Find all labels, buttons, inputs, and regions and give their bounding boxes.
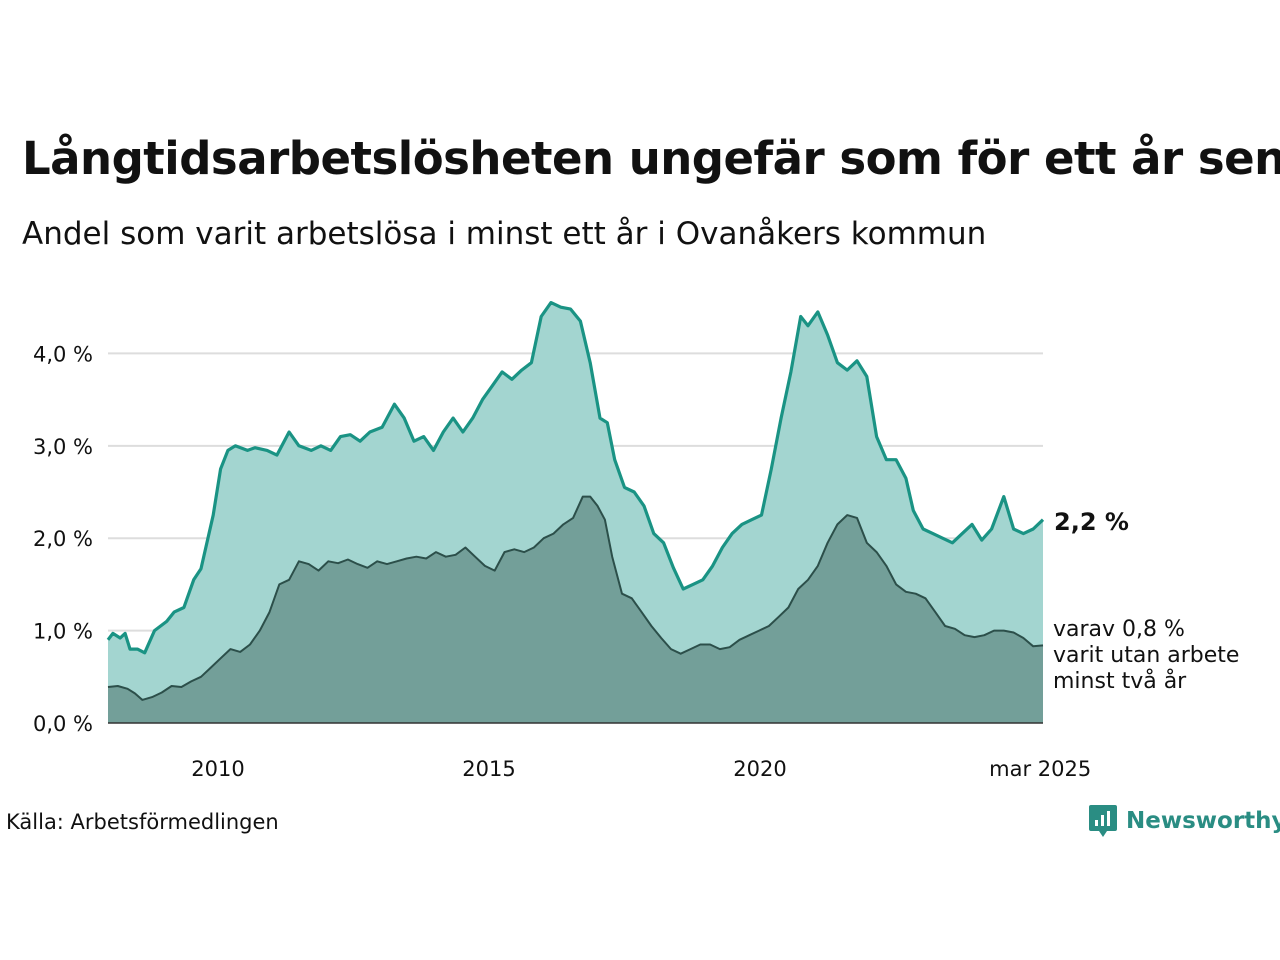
series-area-2 — [108, 496, 1043, 723]
source-note: Källa: Arbetsförmedlingen — [6, 810, 279, 834]
newsworthy-logo-icon — [1089, 805, 1117, 837]
brand-logo[interactable]: Newsworthy — [1088, 803, 1280, 839]
y-axis-ticks: 0,0 % 1,0 % 2,0 % 3,0 % 4,0 % — [33, 342, 93, 736]
y-tick-label: 4,0 % — [33, 342, 93, 366]
x-axis-ticks: 2010 2015 2020 mar 2025 — [191, 757, 1091, 781]
x-tick-label: mar 2025 — [989, 757, 1091, 781]
series-areas — [106, 301, 1045, 724]
x-tick-label: 2015 — [462, 757, 515, 781]
series-line-2 — [107, 495, 1044, 701]
y-tick-label: 3,0 % — [33, 435, 93, 459]
x-tick-label: 2020 — [733, 757, 786, 781]
y-tick-label: 0,0 % — [33, 712, 93, 736]
brand-name: Newsworthy — [1126, 808, 1280, 834]
series-line-1 — [106, 301, 1045, 655]
note-line-1: varav 0,8 % — [1053, 617, 1185, 642]
x-tick-label: 2010 — [191, 757, 244, 781]
note-line-3: minst två år — [1053, 668, 1187, 694]
end-value-label: 2,2 % — [1054, 508, 1129, 536]
chart-subtitle: Andel som varit arbetslösa i minst ett å… — [22, 216, 987, 252]
chart-title: Långtidsarbetslösheten ungefär som för e… — [22, 132, 1280, 185]
y-tick-label: 2,0 % — [33, 527, 93, 551]
note-line-2: varit utan arbete — [1053, 643, 1239, 668]
y-tick-label: 1,0 % — [33, 620, 93, 644]
